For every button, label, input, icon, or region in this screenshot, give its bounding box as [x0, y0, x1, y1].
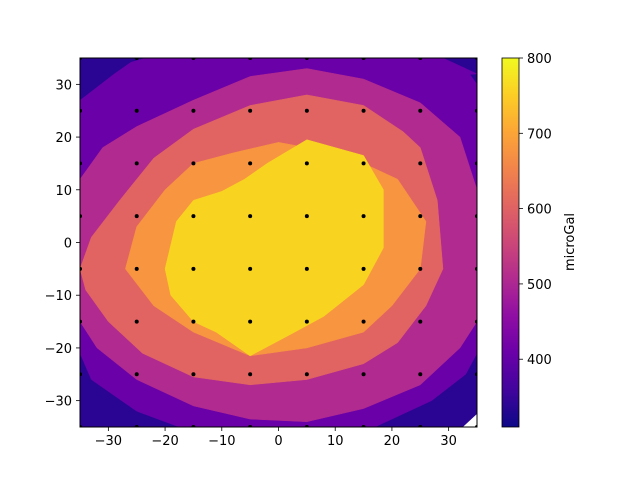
- station-marker: [418, 266, 423, 271]
- station-marker: [248, 214, 253, 219]
- station-marker: [418, 372, 423, 377]
- station-marker: [304, 266, 309, 271]
- y-tick-label: 10: [55, 184, 72, 199]
- colorbar-tick-label: 500: [527, 278, 552, 293]
- colorbar-tick-label: 700: [527, 127, 552, 142]
- x-tick-label: 0: [274, 434, 282, 449]
- colorbar-gradient: [501, 57, 520, 428]
- contour-fills: [80, 58, 477, 427]
- station-marker: [248, 266, 253, 271]
- x-tick-label: 10: [327, 434, 344, 449]
- station-marker: [418, 214, 423, 219]
- station-marker: [191, 161, 196, 166]
- y-tick-label: 0: [64, 237, 72, 252]
- station-marker: [304, 161, 309, 166]
- y-axis: −30 −20 −10 0 10 20 30: [45, 78, 80, 410]
- station-marker: [248, 108, 253, 113]
- station-marker: [304, 108, 309, 113]
- x-tick-label: −30: [95, 434, 122, 449]
- station-marker: [304, 319, 309, 324]
- station-marker: [191, 319, 196, 324]
- station-marker: [134, 372, 139, 377]
- y-tick-label: 30: [55, 78, 72, 93]
- station-marker: [134, 214, 139, 219]
- station-marker: [361, 319, 366, 324]
- station-marker: [248, 319, 253, 324]
- station-marker: [418, 161, 423, 166]
- station-marker: [134, 161, 139, 166]
- colorbar-ticks: 400 500 600 700 800: [519, 52, 552, 368]
- station-marker: [361, 214, 366, 219]
- colorbar-tick-label: 400: [527, 353, 552, 368]
- station-marker: [248, 372, 253, 377]
- y-tick-label: −10: [45, 289, 72, 304]
- station-marker: [361, 266, 366, 271]
- y-tick-label: −30: [45, 395, 72, 410]
- colorbar-label: microGal: [563, 213, 578, 271]
- plot-area: [80, 58, 477, 427]
- station-marker: [134, 319, 139, 324]
- x-tick-label: −20: [151, 434, 178, 449]
- station-marker: [191, 214, 196, 219]
- colorbar: 400 500 600 700 800 microGal: [501, 52, 578, 428]
- station-marker: [134, 108, 139, 113]
- station-marker: [361, 161, 366, 166]
- contour-level-0: [425, 384, 477, 427]
- x-tick-label: 20: [384, 434, 401, 449]
- x-tick-label: 30: [440, 434, 457, 449]
- x-axis: −30 −20 −10 0 10 20 30: [95, 427, 457, 449]
- station-marker: [304, 214, 309, 219]
- station-marker: [418, 108, 423, 113]
- contour-level-0: [80, 58, 137, 101]
- station-marker: [361, 372, 366, 377]
- colorbar-tick-label: 800: [527, 52, 552, 67]
- contour-level-6: [164, 139, 384, 357]
- station-marker: [304, 372, 309, 377]
- y-tick-label: −20: [45, 342, 72, 357]
- y-tick-label: 20: [55, 131, 72, 146]
- contour-gap: [462, 413, 477, 427]
- station-marker: [134, 266, 139, 271]
- station-marker: [191, 108, 196, 113]
- station-marker: [191, 266, 196, 271]
- colorbar-tick-label: 600: [527, 203, 552, 218]
- station-marker: [191, 372, 196, 377]
- station-marker: [361, 108, 366, 113]
- x-tick-label: −10: [208, 434, 235, 449]
- station-marker: [248, 161, 253, 166]
- station-marker: [418, 319, 423, 324]
